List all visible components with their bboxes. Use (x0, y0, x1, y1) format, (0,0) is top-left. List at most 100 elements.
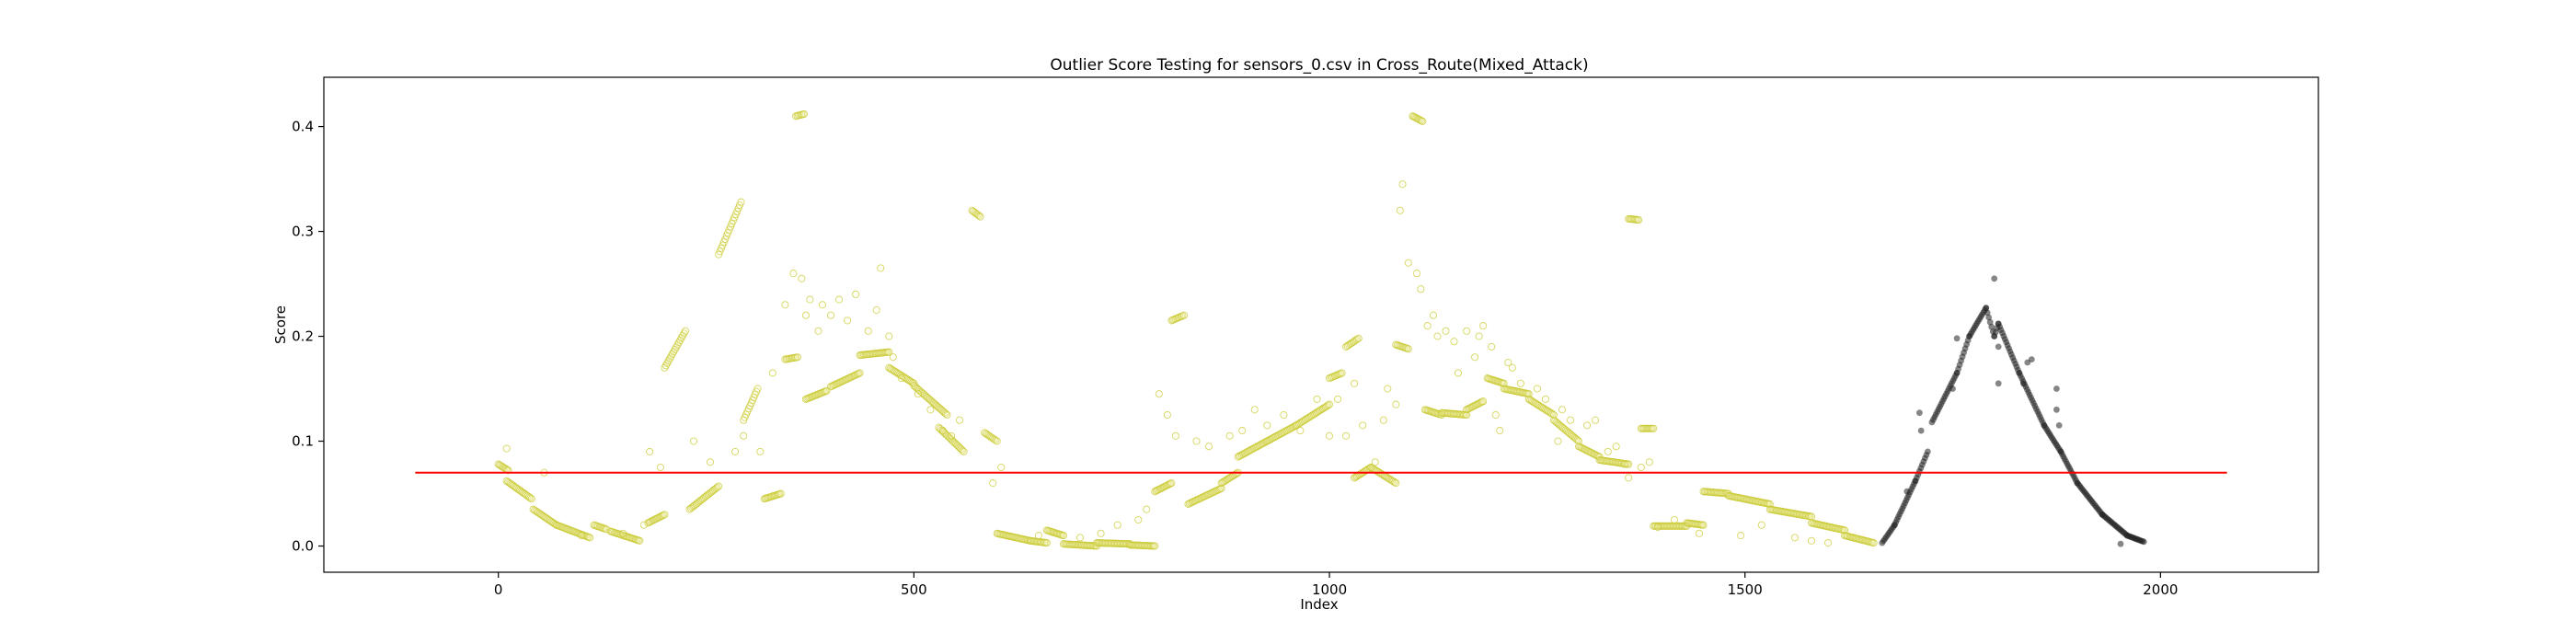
data-point (818, 301, 827, 309)
data-point (1398, 180, 1407, 189)
data-point (1807, 536, 1816, 545)
data-point (806, 295, 814, 304)
data-point (1479, 397, 1488, 406)
data-point (646, 447, 654, 455)
data-point (1995, 343, 2002, 351)
data-point (1354, 334, 1363, 342)
data-point (1163, 410, 1171, 420)
data-point (2053, 406, 2060, 413)
data-point (1953, 335, 1961, 342)
data-point (1645, 458, 1653, 466)
y-tick-label: 0.2 (292, 328, 314, 345)
data-point (1516, 379, 1524, 387)
data-point (1075, 534, 1085, 542)
data-point (1417, 285, 1425, 293)
data-point (706, 458, 715, 466)
data-point (586, 534, 594, 542)
data-point (781, 301, 789, 309)
data-point (636, 536, 644, 545)
data-point (1404, 259, 1412, 267)
data-point (1903, 488, 1911, 495)
data-point (993, 437, 1001, 445)
data-point (1625, 474, 1633, 482)
data-point (1554, 437, 1562, 445)
data-point (1155, 390, 1163, 398)
data-point (1404, 345, 1412, 353)
data-point (1983, 305, 1990, 312)
data-point (1313, 395, 1321, 403)
x-tick-label: 1000 (1312, 581, 1347, 598)
data-point (737, 198, 745, 206)
x-tick-label: 2000 (2143, 581, 2178, 598)
data-point (960, 447, 968, 455)
data-point (872, 305, 880, 315)
data-point (1423, 322, 1432, 330)
x-axis-label: Index (1300, 596, 1338, 613)
data-point (1238, 427, 1247, 435)
data-point (1653, 523, 1662, 532)
data-point (1371, 458, 1379, 466)
x-tick-label: 500 (901, 581, 927, 598)
data-point (1670, 515, 1678, 524)
data-point (656, 463, 664, 472)
data-point (1737, 532, 1745, 540)
data-point (1985, 314, 1993, 321)
data-point (1533, 385, 1541, 393)
data-point (502, 444, 511, 453)
data-point (914, 390, 922, 398)
data-point (1151, 542, 1159, 550)
data-point (1059, 532, 1068, 540)
data-point (577, 532, 586, 540)
data-point (2053, 385, 2060, 392)
data-point (1637, 463, 1645, 472)
data-point (1296, 427, 1305, 435)
data-point (1790, 534, 1799, 542)
data-point (1496, 427, 1504, 435)
data-point (1463, 327, 1471, 335)
data-point (1442, 327, 1450, 335)
data-point (1454, 369, 1463, 377)
data-point (619, 529, 627, 537)
data-point (1396, 206, 1404, 214)
data-point (1988, 323, 1995, 330)
data-point (2055, 422, 2063, 429)
data-point (1325, 400, 1334, 408)
data-point (1475, 332, 1483, 340)
data-point (1491, 410, 1500, 420)
data-point (689, 437, 698, 445)
series-yellow-hollow (494, 109, 1878, 550)
data-point (826, 311, 835, 319)
y-tick-label: 0.3 (292, 224, 314, 240)
data-point (1807, 512, 1816, 521)
data-point (1250, 406, 1259, 414)
data-point (1419, 117, 1427, 125)
data-point (1134, 515, 1143, 524)
data-point (885, 348, 893, 356)
data-point (835, 295, 844, 304)
data-point (1325, 431, 1334, 440)
data-point (1757, 521, 1765, 529)
data-point (1351, 379, 1359, 387)
data-point (976, 213, 984, 221)
data-point (1034, 532, 1042, 540)
x-axis: 0 500 1000 1500 2000 (494, 572, 2178, 598)
data-point (798, 274, 806, 282)
data-point (1450, 338, 1458, 346)
data-point (1695, 529, 1704, 537)
data-point (997, 463, 1006, 472)
data-point (740, 431, 748, 440)
data-point (639, 521, 648, 529)
data-point (989, 479, 997, 488)
data-point (1179, 311, 1189, 319)
data-point (1429, 311, 1438, 319)
data-point (885, 332, 893, 340)
data-point (1620, 460, 1628, 468)
data-point (661, 511, 669, 519)
plot-area (415, 109, 2227, 550)
series-dark-filled (1879, 275, 2147, 547)
data-point (1917, 427, 1925, 434)
data-point (801, 311, 810, 319)
data-point (1113, 521, 1121, 529)
data-point (527, 495, 535, 503)
